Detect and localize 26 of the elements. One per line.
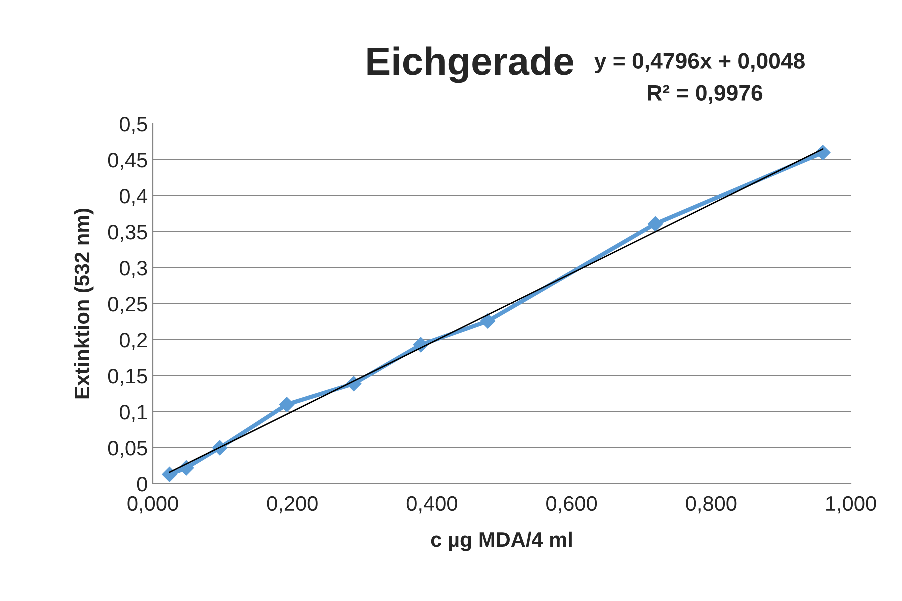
y-tick-label: 0,2 [120,333,148,350]
y-tick-label: 0,5 [120,117,148,134]
y-tick-label: 0,3 [120,261,148,278]
y-tick-label: 0,1 [120,405,148,422]
x-tick-label: 0,000 [128,496,178,514]
text: R² = 0,9976 [648,85,763,104]
point [279,397,295,412]
x-tick-label: 1,000 [826,496,876,514]
y-tick-label: 0,25 [108,297,148,314]
y-tick-label: 0,05 [108,441,148,458]
chart-title: Eichgerade [368,46,574,84]
x-axis-title: c µg MDA/4 ml [431,532,572,552]
y-tick-label: 0,35 [108,225,148,242]
y-tick-label: 0,15 [108,369,148,386]
point [162,467,178,482]
x-tick-label: 0,200 [267,496,318,514]
text: y = 0,4796x + 0,0048 [594,53,805,74]
x-tick-label: 0,800 [686,496,737,514]
x-tick-label: 0,400 [406,496,458,514]
point [648,216,664,232]
y-axis-title: Extinktion (532 nm) [74,208,94,399]
point [480,314,496,329]
y-tick-label: 0,4 [120,189,148,206]
x-tick-label: 0,600 [546,496,598,514]
y-tick-label: 0,45 [108,153,148,170]
y-tick-label: 0 [137,477,148,492]
